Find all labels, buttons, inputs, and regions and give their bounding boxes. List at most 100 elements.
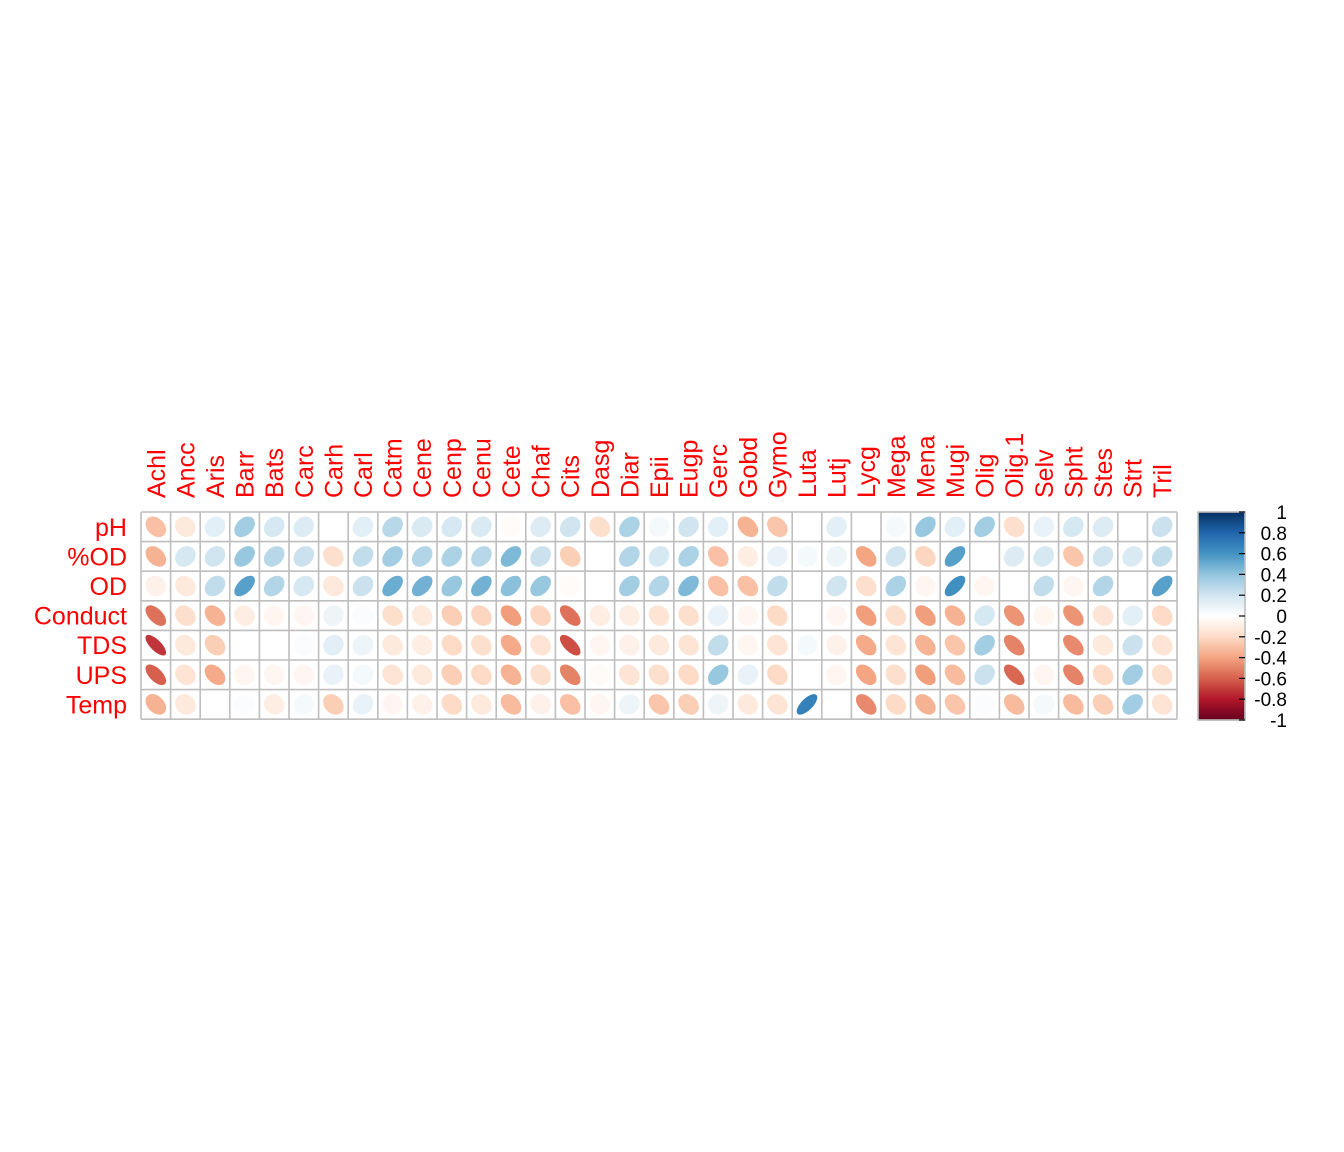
colorbar-segment <box>1198 588 1245 591</box>
cell-Conduct-Gobd <box>737 605 759 626</box>
cell-UPS-Carh <box>323 664 344 686</box>
cell-OD-Chaf <box>530 575 551 597</box>
colorbar-segment <box>1198 582 1245 585</box>
colorbar-segment <box>1198 557 1245 560</box>
colorbar-segment <box>1198 704 1245 707</box>
column-label: Gerc <box>705 444 733 498</box>
colorbar-segment <box>1198 632 1245 635</box>
cell-pH-Ancc <box>175 516 196 538</box>
colorbar-segment <box>1198 626 1245 629</box>
cell-%OD-Mena <box>915 546 936 567</box>
cell-pH-Cene <box>411 516 433 538</box>
cell-OD-Strt <box>1122 575 1143 597</box>
cell-pH-Strt <box>1122 516 1143 538</box>
colorbar-segment <box>1198 552 1245 555</box>
cell-%OD-Cene <box>411 546 433 567</box>
cell-OD-Cenu <box>471 575 492 597</box>
colorbar-segment <box>1198 605 1245 608</box>
colorbar-segment <box>1198 548 1245 551</box>
colorbar-segment <box>1198 670 1245 672</box>
cell-%OD-Catm <box>382 546 403 567</box>
colorbar-segment <box>1198 622 1245 624</box>
cell-Temp-Bats <box>263 694 285 715</box>
cell-OD-Eugp <box>678 575 699 597</box>
colorbar-segment <box>1198 542 1245 544</box>
colorbar-segment <box>1198 522 1245 525</box>
cell-UPS-Barr <box>234 664 255 686</box>
column-label: Carc <box>291 445 319 498</box>
cell-Temp-Selv <box>1033 694 1055 715</box>
cell-OD-Catm <box>382 575 403 597</box>
column-label: Carh <box>320 444 348 498</box>
colorbar-segment <box>1198 671 1245 673</box>
cell-OD-Epii <box>648 575 670 597</box>
colorbar-segment <box>1198 610 1245 613</box>
column-label: Gobd <box>735 437 763 498</box>
colorbar-segment <box>1198 571 1245 573</box>
colorbar-segment <box>1198 638 1245 641</box>
row-label: Temp <box>66 691 127 719</box>
column-label: Achl <box>143 449 171 498</box>
colorbar-segment <box>1198 651 1245 653</box>
colorbar-segment <box>1198 520 1245 522</box>
cell-pH-Aris <box>204 516 226 538</box>
colorbar-segment <box>1198 590 1245 592</box>
cell-UPS-Lycg <box>855 664 877 686</box>
colorbar-segment <box>1198 569 1245 571</box>
colorbar-segment <box>1198 566 1245 568</box>
cell-pH-Eugp <box>678 516 699 538</box>
cell-Temp-Mugi <box>944 694 966 715</box>
cell-OD-Stes <box>1092 575 1114 597</box>
colorbar-segment <box>1198 696 1245 698</box>
cell-UPS-Eugp <box>678 664 699 686</box>
colorbar: 10.80.60.40.20-0.2-0.4-0.6-0.8-1 <box>1197 503 1287 732</box>
cell-Temp-Dasg <box>589 694 611 715</box>
colorbar-segment <box>1198 631 1245 634</box>
colorbar-segment <box>1198 580 1245 583</box>
colorbar-segment <box>1198 586 1245 589</box>
cell-Temp-Olig.1 <box>1003 694 1025 715</box>
column-label: Catm <box>380 438 408 498</box>
cell-Conduct-Chaf <box>530 605 551 626</box>
colorbar-segment <box>1198 598 1245 600</box>
colorbar-segment <box>1198 687 1245 690</box>
cell-UPS-Diar <box>619 664 640 686</box>
cell-Temp-Lycg <box>855 694 877 715</box>
cell-Conduct-Gerc <box>707 605 729 626</box>
cell-OD-Mena <box>915 575 936 597</box>
colorbar-segment <box>1198 607 1245 610</box>
colorbar-segment <box>1198 513 1245 515</box>
cell-Temp-Cenu <box>471 694 492 715</box>
cell-TDS-Gymo <box>767 634 788 656</box>
cell-pH-Mena <box>915 516 936 538</box>
cell-Conduct-Cenp <box>441 605 463 626</box>
column-label: Luta <box>794 449 822 498</box>
cell-TDS-Cenp <box>441 634 463 656</box>
cell-OD-Dasg <box>589 575 611 597</box>
colorbar-segment <box>1198 705 1245 708</box>
colorbar-segment <box>1198 678 1245 681</box>
cell-OD-Olig.1 <box>1003 575 1025 597</box>
column-label: Spht <box>1060 447 1088 498</box>
colorbar-segment <box>1198 707 1245 710</box>
column-label: Lycg <box>853 446 881 498</box>
cell-UPS-Bats <box>263 664 285 686</box>
colorbar-segment <box>1198 560 1245 563</box>
column-label: Lutj <box>824 458 852 498</box>
colorbar-segment <box>1198 535 1245 538</box>
cell-UPS-Gobd <box>737 664 759 686</box>
cell-Temp-Gerc <box>707 694 729 715</box>
colorbar-segment <box>1198 556 1245 559</box>
cell-TDS-Barr <box>234 634 255 656</box>
cell-%OD-Mugi <box>944 546 966 567</box>
cell-pH-Chaf <box>530 516 551 538</box>
cell-pH-Gerc <box>707 516 729 538</box>
colorbar-segment <box>1198 690 1245 693</box>
colorbar-segment <box>1198 701 1245 703</box>
cell-TDS-Cene <box>411 634 433 656</box>
cell-Temp-Spht <box>1063 694 1084 715</box>
cell-Temp-Olig <box>974 694 995 715</box>
colorbar-segment <box>1198 650 1245 652</box>
cell-OD-Selv <box>1033 575 1055 597</box>
colorbar-segment <box>1198 681 1245 684</box>
